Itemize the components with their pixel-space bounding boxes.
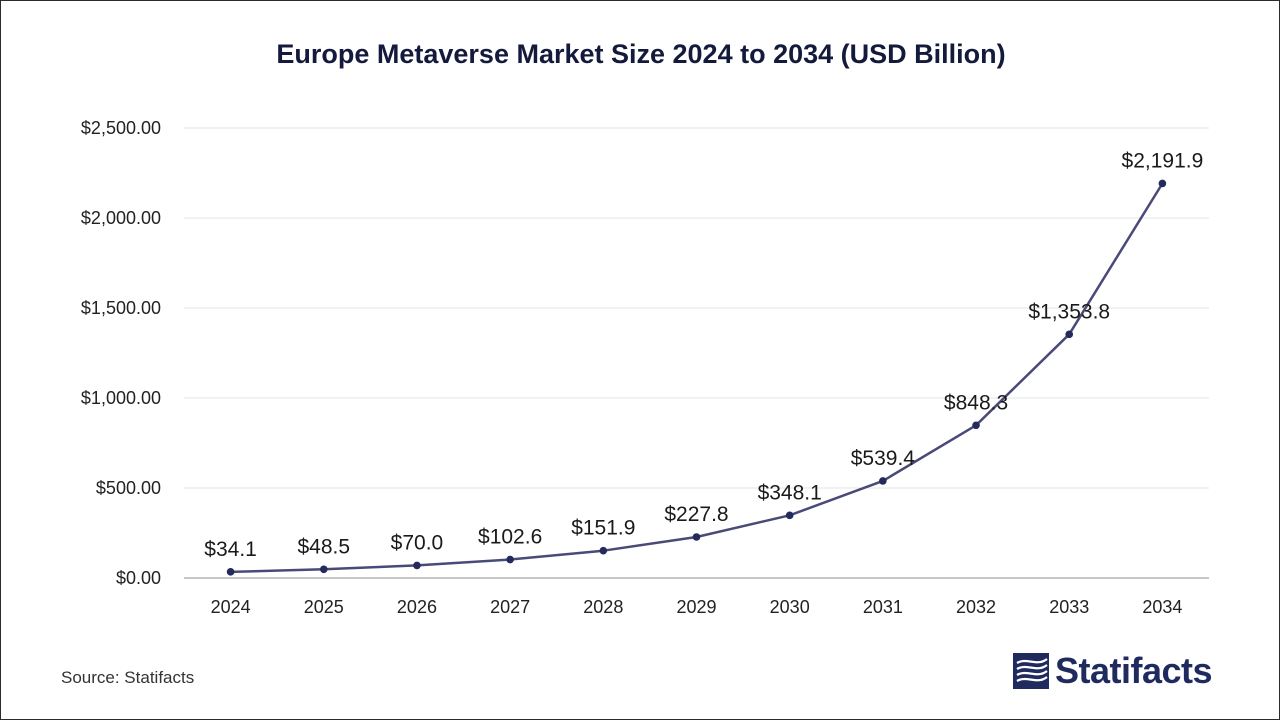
data-point	[785, 511, 794, 520]
y-tick-label: $2,500.00	[81, 118, 161, 138]
x-tick-label: 2033	[1049, 597, 1089, 617]
gridlines	[184, 127, 1209, 489]
data-label: $348.1	[758, 481, 822, 504]
x-tick-label: 2028	[583, 597, 623, 617]
data-point	[879, 477, 887, 485]
x-tick-label: 2029	[676, 597, 716, 617]
data-label: $848.3	[944, 391, 1008, 414]
data-point	[972, 421, 980, 430]
data-point	[226, 568, 235, 576]
data-point	[1065, 330, 1074, 339]
data-label: $1,353.8	[1028, 300, 1110, 323]
x-tick-label: 2034	[1142, 597, 1182, 617]
y-axis-ticks: $0.00 $500.00 $1,000.00 $1,500.00 $2,000.00 $…	[81, 118, 161, 588]
series-markers	[226, 179, 1167, 576]
data-label: $539.4	[851, 447, 916, 470]
y-tick-label: $500.00	[96, 478, 161, 498]
data-label: $227.8	[664, 503, 728, 526]
data-label: $151.9	[571, 517, 635, 540]
x-tick-label: 2025	[304, 597, 344, 617]
data-point	[599, 546, 608, 555]
x-tick-label: 2026	[397, 597, 437, 617]
data-point	[506, 555, 514, 564]
x-tick-label: 2032	[956, 597, 996, 617]
data-label: $102.6	[478, 526, 542, 549]
chart-title: Europe Metaverse Market Size 2024 to 203…	[276, 39, 1006, 69]
data-labels: $34.1 $48.5 $70.0 $102.6 $151.9 $227.8 $348.1 $…	[204, 149, 1203, 560]
x-tick-label: 2024	[211, 597, 251, 617]
y-tick-label: $1,500.00	[81, 298, 161, 318]
x-tick-label: 2031	[863, 597, 903, 617]
data-label: $2,191.9	[1122, 149, 1204, 172]
data-label: $34.1	[204, 538, 257, 561]
brand-name: Statifacts	[1055, 650, 1213, 691]
x-tick-label: 2030	[770, 597, 810, 617]
y-tick-label: $2,000.00	[81, 208, 161, 228]
data-point	[413, 561, 421, 570]
brand-logo: Statifacts	[1013, 650, 1213, 691]
data-point	[319, 565, 328, 574]
y-tick-label: $0.00	[116, 568, 161, 588]
data-label: $70.0	[391, 531, 444, 554]
data-point	[1158, 179, 1167, 188]
statifacts-logo-icon	[1013, 653, 1049, 689]
data-point	[692, 533, 701, 541]
y-tick-label: $1,000.00	[81, 388, 161, 408]
x-axis-ticks: 2024 2025 2026 2027 2028 2029 2030 2031 2032 2033…	[211, 597, 1183, 617]
x-tick-label: 2027	[490, 597, 530, 617]
source-note: Source: Statifacts	[61, 668, 195, 687]
data-label: $48.5	[297, 535, 350, 558]
